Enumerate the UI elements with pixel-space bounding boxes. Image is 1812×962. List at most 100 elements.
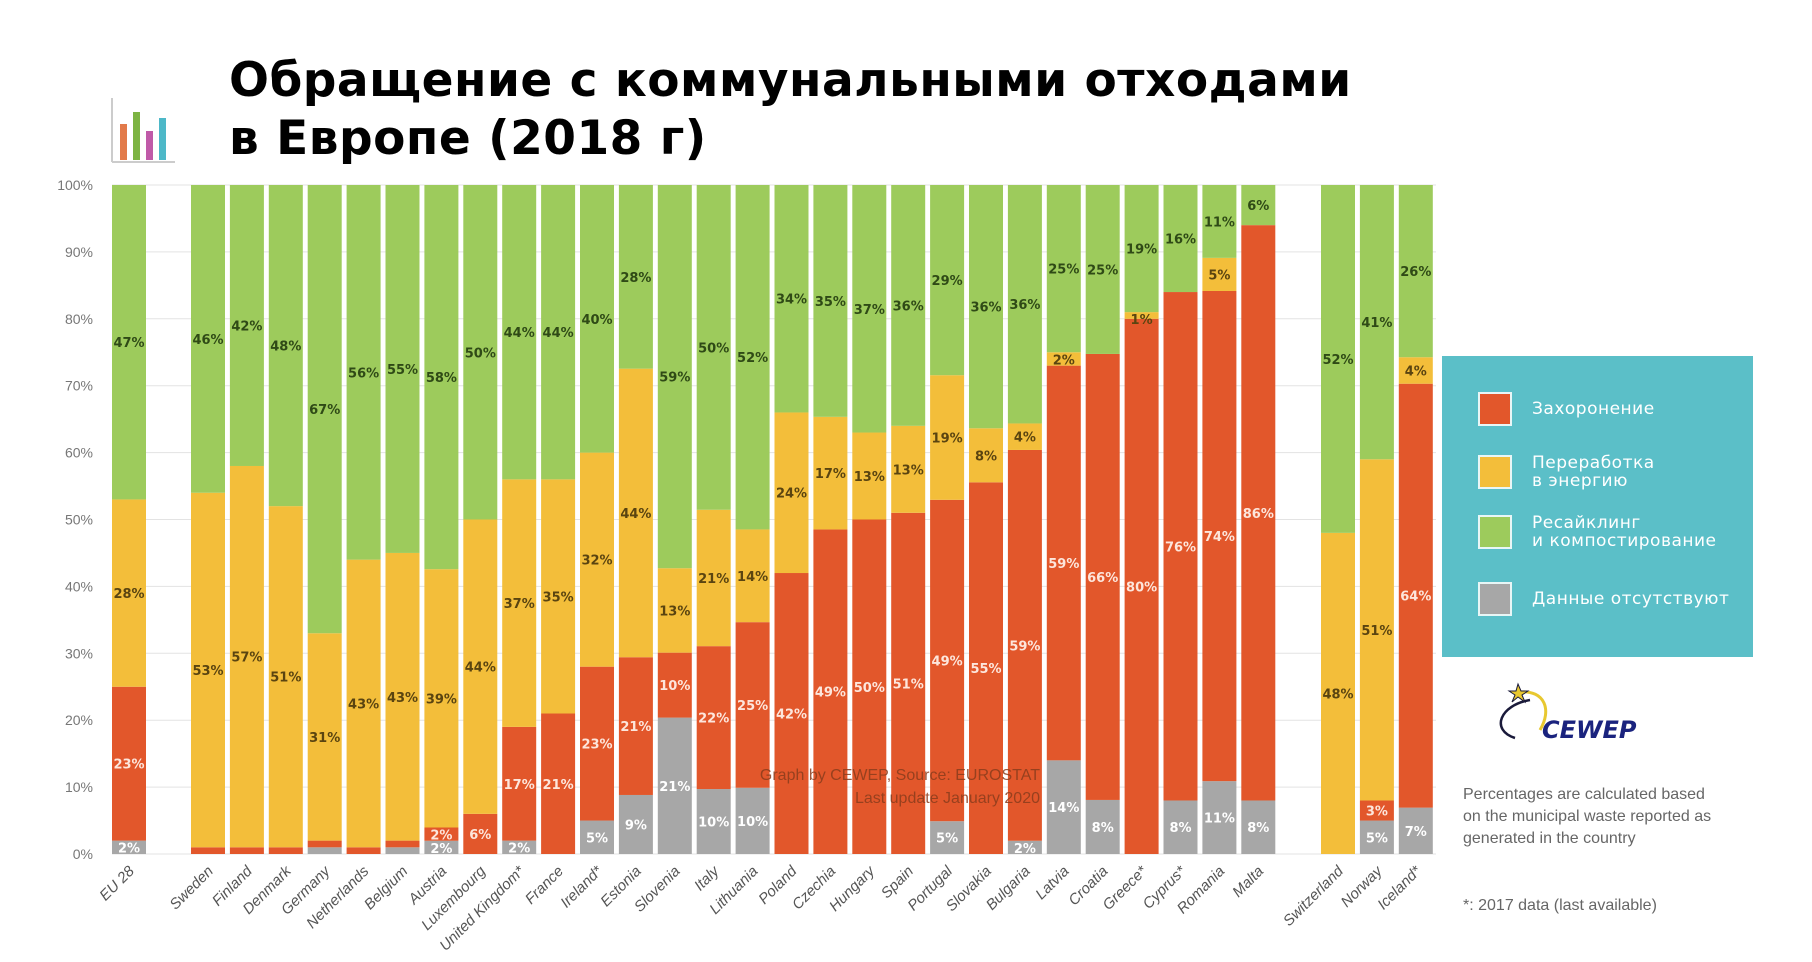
bar-segment-energy [1007,423,1042,450]
data-label: 3% [1366,805,1388,820]
data-label: 86% [1243,507,1274,522]
bar-latvia: 14% 59% 2% 25% [1046,185,1081,854]
x-tick-label: Greece* [1099,862,1151,914]
bar-segment-energy [774,412,809,574]
bar-segment-landfill [657,652,692,718]
bar-segment-energy [969,428,1003,483]
bar-segment-recycling [1241,185,1276,226]
bar-segment-landfill [1241,225,1276,801]
legend-label: Ресайклинг и компостирование [1532,513,1717,551]
data-label: 29% [932,274,963,289]
data-label: 48% [1322,687,1353,702]
y-tick-label: 40% [65,578,93,594]
data-label: 28% [113,587,144,602]
data-label: 44% [620,507,651,522]
bar-segment-recycling [1007,185,1042,424]
data-label: 44% [465,661,496,676]
bar-segment-landfill [229,847,264,854]
bar-segment-recycling [1202,185,1237,258]
y-tick-label: 100% [57,177,93,193]
bar-portugal: 5% 49% 19% 29% [930,185,965,854]
data-label: 59% [659,371,690,386]
data-label: 44% [504,326,535,341]
legend-item-no-data: Данные отсутствуют [1478,582,1729,616]
legend-swatch [1478,392,1512,426]
bar-segment-energy [1046,352,1081,366]
bar-segment-landfill [969,482,1003,854]
data-label: 51% [1361,624,1392,639]
bar-segment-landfill [307,840,342,848]
data-label: 49% [815,686,846,701]
bar-segment-landfill [852,519,887,854]
bar-segment-energy [502,479,537,727]
bar-eu-28: 2% 23% 28% 47% [112,185,146,857]
data-label: 35% [815,295,846,310]
data-label: 7% [1405,825,1427,840]
data-label: 39% [426,692,457,707]
bar-segment-energy [1202,257,1237,291]
data-label: 21% [620,720,651,735]
x-tick-label: Malta [1229,863,1267,901]
legend-label: Захоронение [1532,399,1655,419]
data-label: 55% [387,363,418,378]
bar-segment-landfill [1359,800,1394,821]
bar-segment-energy [424,569,459,828]
bar-luxembourg: 6% 44% 50% [463,185,498,854]
data-label: 4% [1405,364,1427,379]
bar-segment-energy [268,506,303,848]
y-tick-label: 50% [65,512,93,528]
x-tick-label: EU 28 [96,862,138,904]
bar-segment-energy [735,529,770,623]
data-label: 10% [698,816,729,831]
x-tick-label: Italy [691,862,724,895]
data-label: 80% [1126,580,1157,595]
bar-hungary: 50% 13% 37% [852,185,887,854]
bar-segment-landfill [1398,383,1433,808]
bar-segment-energy [618,368,653,658]
data-label: 6% [469,828,491,843]
data-label: 58% [426,371,457,386]
bar-segment-recycling [502,185,537,480]
data-label: 74% [1204,530,1235,545]
data-label: 50% [698,341,729,356]
bar-segment-energy [346,559,381,848]
bar-segment-no_data [424,840,459,854]
bar-segment-energy [385,552,420,841]
data-label: 37% [854,303,885,318]
bar-segment-no_data [1398,807,1433,854]
bar-segment-landfill [463,813,498,854]
data-label: 16% [1165,233,1196,248]
bar-italy: 10% 22% 21% 50% [696,185,731,854]
data-label: 5% [586,831,608,846]
cewep-logo: CEWEP [1499,682,1637,744]
bar-segment-no_data [735,787,770,854]
data-label: 17% [815,467,846,482]
legend-swatch [1478,515,1512,549]
bar-segment-energy [1321,532,1355,854]
data-label: 25% [1048,263,1079,278]
bar-segment-landfill [1085,353,1120,800]
data-label: 67% [309,403,340,418]
bar-belgium: 43% 55% [385,185,420,854]
bar-segment-no_data [657,717,692,854]
bar-segment-recycling [424,185,459,570]
data-label: 8% [975,449,997,464]
bar-segment-energy [307,633,342,841]
title-line-1: Обращение с коммунальными отходами [229,53,1352,108]
data-label: 5% [936,832,958,847]
legend-item-landfill: Захоронение [1478,392,1655,426]
bar-segment-landfill [1124,318,1159,854]
data-label: 23% [113,758,144,773]
data-label: 49% [932,655,963,670]
data-label: 10% [659,679,690,694]
bar-segment-recycling [1359,185,1394,460]
bar-segment-energy [463,519,498,814]
bar-greece-: 80% 1% 19% [1124,185,1159,854]
bar-segment-energy [930,375,965,500]
bar-norway: 5% 3% 51% 41% [1359,185,1394,854]
data-label: 59% [1009,639,1040,654]
data-label: 8% [1169,821,1191,836]
credit-line-1: Graph by CEWEP, Source: EUROSTAT [759,767,1040,784]
bar-segment-no_data [1359,820,1394,854]
bar-segment-landfill [541,713,576,854]
